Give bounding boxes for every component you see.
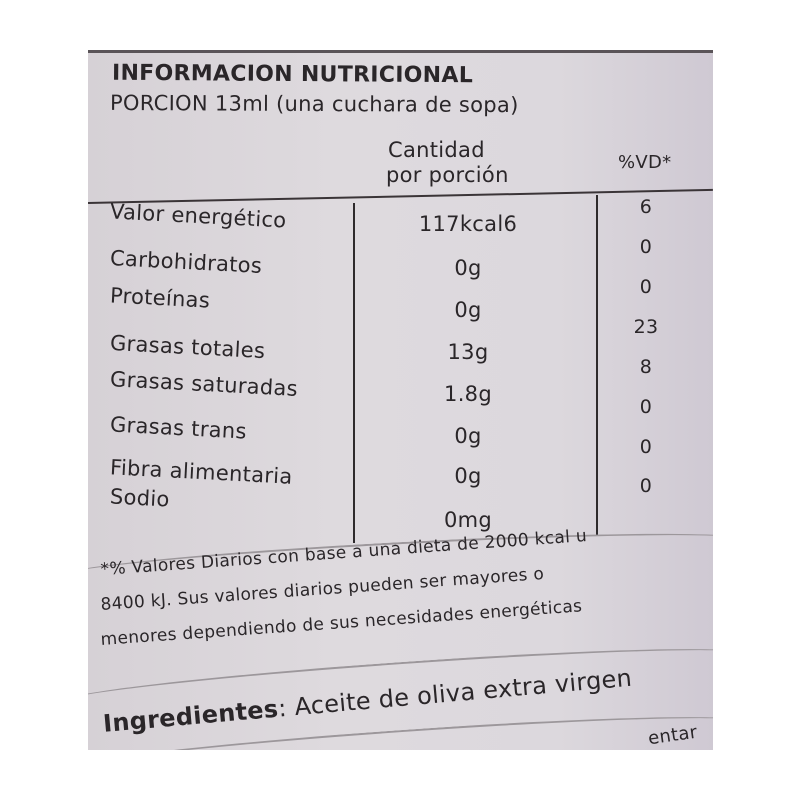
nutrient-name: Grasas saturadas [109,367,299,401]
nutrient-amount: 0g [454,256,482,280]
top-edge [88,50,713,53]
nutrient-name: Sodio [109,484,171,512]
nutrient-name: Carbohidratos [109,246,263,278]
nutrient-name: Fibra alimentaria [109,455,294,489]
nutrient-amount: 117kcal6 [418,212,518,236]
nutrient-dv: 23 [633,316,659,338]
nutrient-dv: 0 [639,236,653,258]
nutrient-amount: 0mg [443,508,493,532]
nutrient-dv: 0 [639,276,653,298]
nutrient-dv: 0 [639,436,653,458]
nutrient-amount: 1.8g [444,382,492,406]
column-divider-1 [353,203,355,543]
nutrient-name: Grasas trans [109,412,248,444]
nutrient-dv: 0 [639,396,653,418]
amount-header-line2: por porción [386,163,509,187]
amount-header-line1: Cantidad [388,138,485,162]
nutrient-amount: 0g [454,464,482,488]
nutrient-amount: 13g [447,340,489,364]
serving-size: PORCION 13ml (una cuchara de sopa) [109,90,519,118]
nutrient-name: Grasas totales [109,330,266,364]
nutrient-name: Valor energético [109,199,288,233]
nutrient-name: Proteínas [109,283,211,313]
dv-header: %VD* [618,152,672,173]
nutrient-dv: 8 [639,356,653,378]
nutrient-amount: 0g [454,298,482,322]
nutrient-dv: 6 [639,196,653,218]
nutrient-amount: 0g [454,424,482,448]
nutrient-dv: 0 [639,475,653,497]
label-title: INFORMACION NUTRICIONAL [111,60,474,89]
nutrition-label: INFORMACION NUTRICIONAL PORCION 13ml (un… [88,50,713,750]
column-divider-2 [596,195,598,535]
